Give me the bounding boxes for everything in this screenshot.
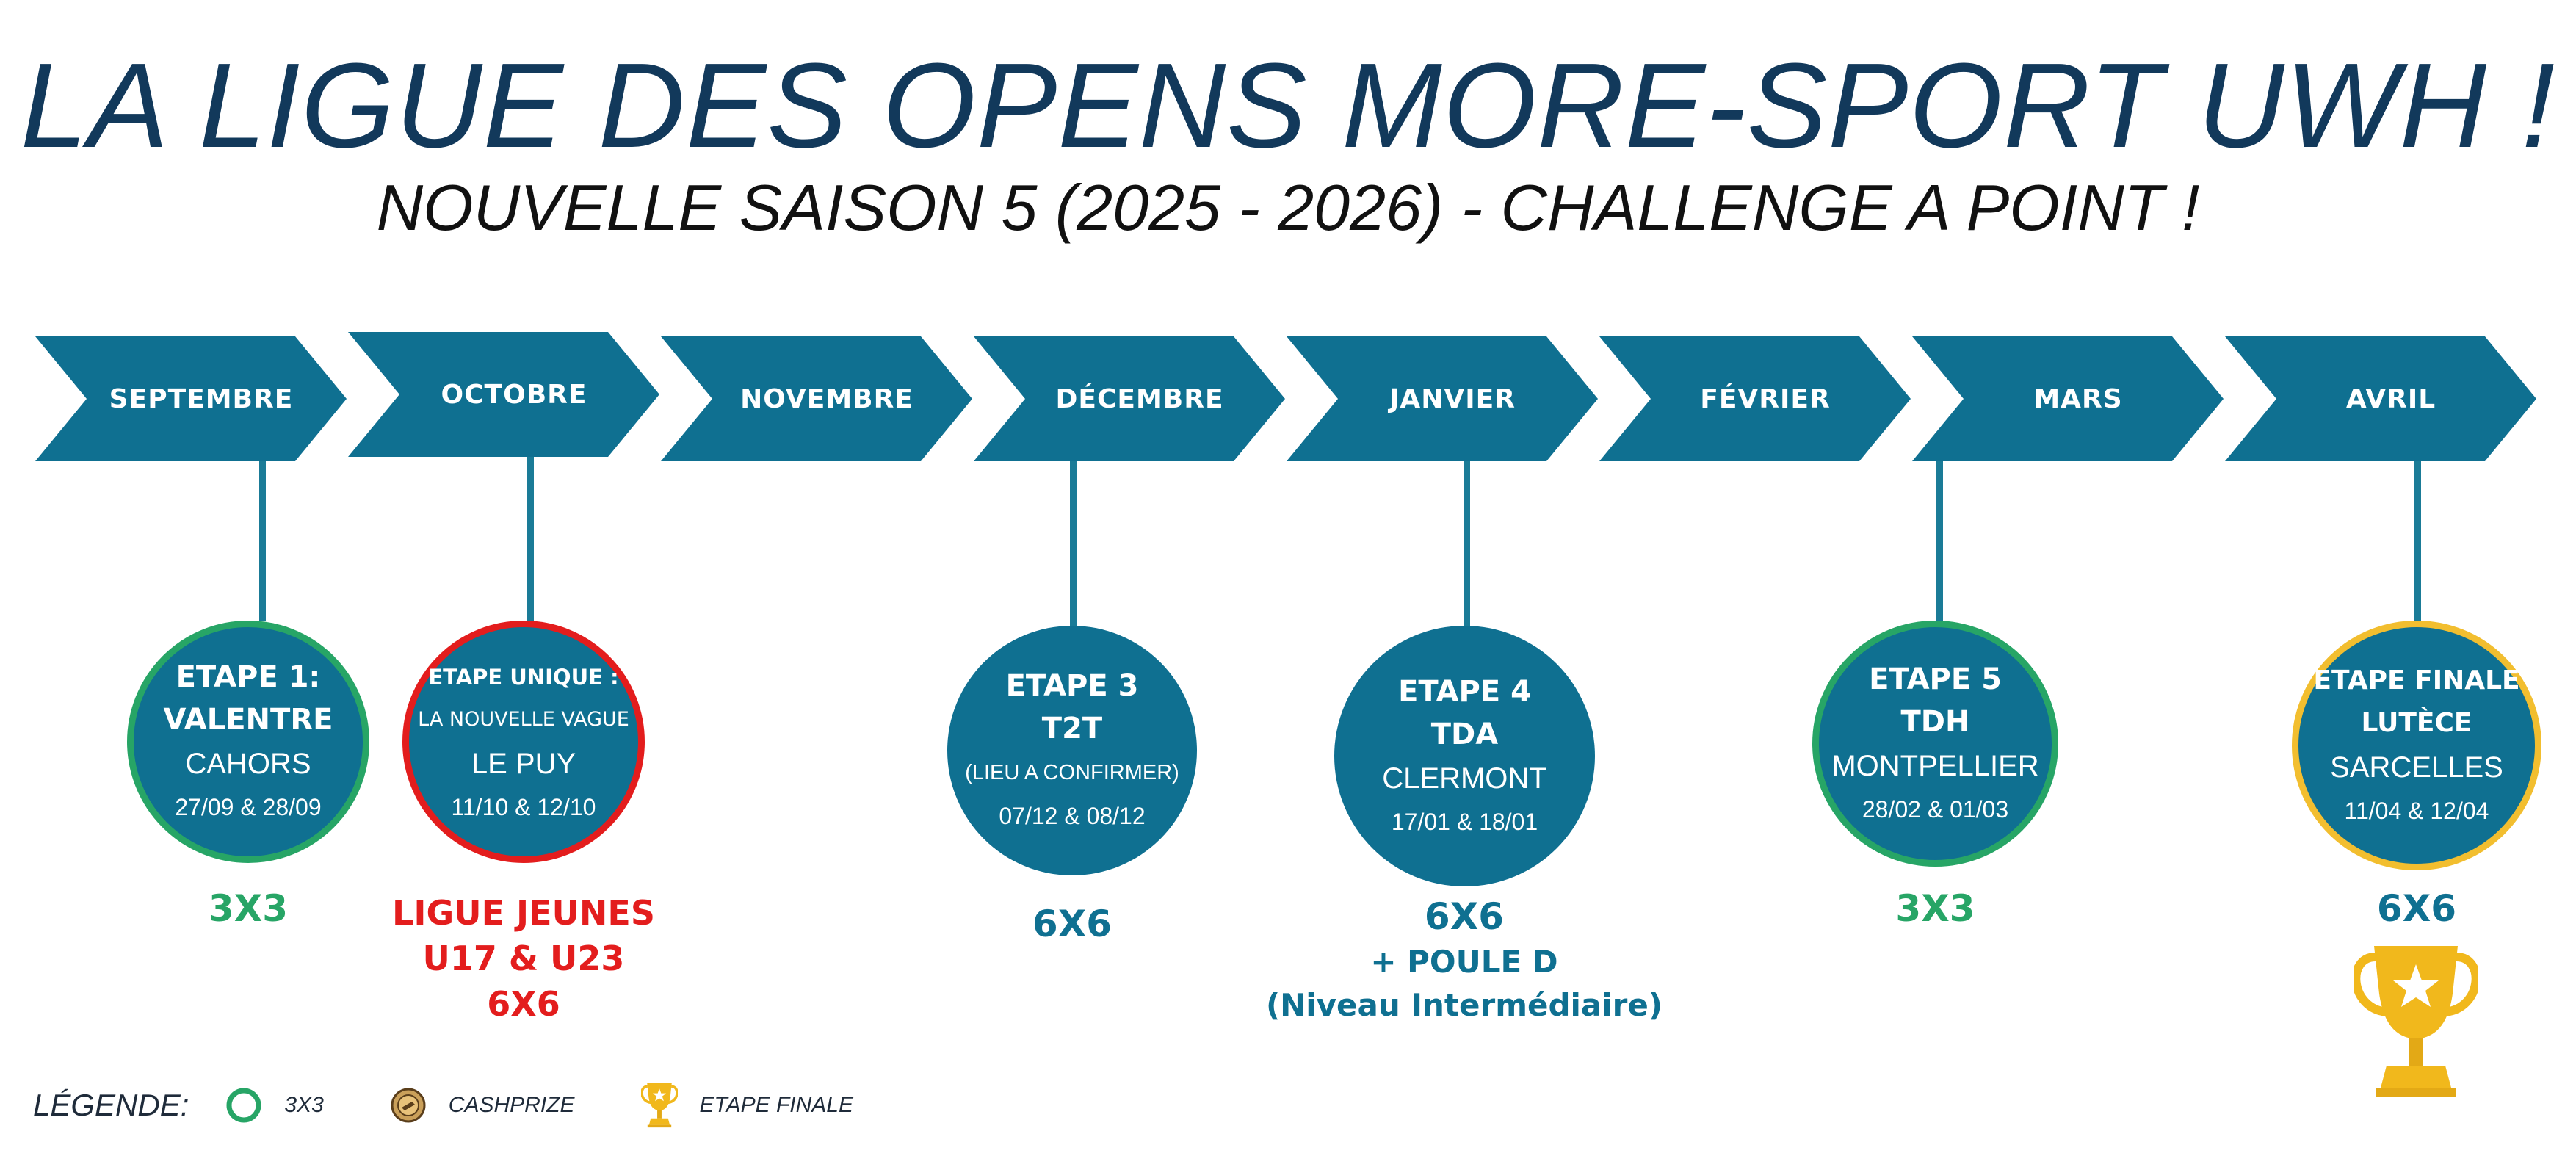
legend-label: 3X3	[284, 1093, 324, 1117]
month-chevron-novembre: NOVEMBRE	[661, 336, 978, 461]
connector-line	[1936, 461, 1943, 621]
etape-3-format: 6X6	[947, 900, 1197, 947]
format-line: 6X6	[1032, 903, 1112, 945]
month-label: FÉVRIER	[1700, 383, 1831, 414]
month-chevron-janvier: JANVIER	[1287, 336, 1604, 461]
etape-dates: 11/04 & 12/04	[2344, 798, 2489, 824]
month-label: DÉCEMBRE	[1055, 383, 1224, 414]
connector-line	[1464, 461, 1470, 626]
etape-dates: 11/10 & 12/10	[451, 794, 596, 820]
etape-dates: 07/12 & 08/12	[999, 803, 1146, 829]
etape-name: TDA	[1430, 717, 1499, 751]
coin-icon	[390, 1087, 427, 1124]
etape-unique-format: LIGUE JEUNES U17 & U23 6X6	[366, 890, 681, 1027]
etape-city: LE PUY	[471, 748, 576, 780]
etape-name: LUTÈCE	[2361, 708, 2472, 738]
connector-line	[259, 461, 266, 621]
etape-5-circle: ETAPE 5 TDH MONTPELLIER 28/02 & 01/03	[1812, 621, 2058, 867]
month-label: SEPTEMBRE	[109, 383, 294, 414]
etape-4-circle: ETAPE 4 TDA CLERMONT 17/01 & 18/01	[1334, 626, 1595, 886]
etape-3-circle: ETAPE 3 T2T (LIEU A CONFIRMER) 07/12 & 0…	[947, 626, 1197, 875]
legend: LÉGENDE: 3X3 CASHPRIZE ETAPE FINALE	[33, 1080, 919, 1131]
page-title: LA LIGUE DES OPENS MORE-SPORT UWH !	[20, 38, 2556, 173]
legend-label: ETAPE FINALE	[699, 1093, 854, 1117]
etape-4-format: 6X6 + POULE D (Niveau Intermédiaire)	[1244, 893, 1685, 1027]
etape-dates: 28/02 & 01/03	[1862, 795, 2009, 823]
month-label: OCTOBRE	[441, 379, 587, 410]
month-label: AVRIL	[2345, 383, 2436, 414]
month-chevron-septembre: SEPTEMBRE	[35, 336, 352, 461]
etape-title: ETAPE 1:	[176, 660, 321, 694]
etape-unique-circle: ETAPE UNIQUE : LA NOUVELLE VAGUE LE PUY …	[402, 621, 645, 863]
etape-name: TDH	[1900, 704, 1970, 739]
etape-1-format: 3X3	[127, 885, 369, 932]
month-chevron-octobre: OCTOBRE	[348, 332, 665, 457]
format-line: 3X3	[1895, 887, 1975, 930]
connector-line	[527, 457, 534, 621]
etape-city: SARCELLES	[2330, 751, 2503, 784]
format-line: 6X6	[487, 984, 560, 1024]
etape-city: MONTPELLIER	[1831, 749, 2039, 782]
etape-title: ETAPE 3	[1005, 669, 1139, 703]
month-label: NOVEMBRE	[740, 383, 913, 414]
format-line: 3X3	[208, 887, 289, 930]
etape-name: T2T	[1041, 712, 1103, 745]
page-subtitle: NOUVELLE SAISON 5 (2025 - 2026) - CHALLE…	[376, 171, 2200, 244]
etape-title: ETAPE UNIQUE :	[428, 665, 619, 690]
month-chevron-fevrier: FÉVRIER	[1599, 336, 1917, 461]
etape-1-circle: ETAPE 1: VALENTRE CAHORS 27/09 & 28/09	[127, 621, 369, 863]
connector-line	[2414, 461, 2421, 621]
etape-city: CLERMONT	[1382, 762, 1547, 795]
trophy-icon	[640, 1081, 679, 1130]
month-chevron-decembre: DÉCEMBRE	[974, 336, 1291, 461]
month-chevron-avril: AVRIL	[2225, 336, 2542, 461]
etape-finale-circle: ETAPE FINALE LUTÈCE SARCELLES 11/04 & 12…	[2292, 621, 2541, 870]
etape-title: ETAPE FINALE	[2313, 665, 2520, 696]
month-label: JANVIER	[1389, 383, 1516, 414]
format-line: 6X6	[2376, 887, 2457, 930]
etape-dates: 17/01 & 18/01	[1391, 808, 1538, 835]
legend-title: LÉGENDE:	[33, 1088, 189, 1122]
format-line: U17 & U23	[422, 939, 625, 978]
etape-name: VALENTRE	[163, 703, 333, 737]
trophy-icon	[2351, 942, 2481, 1100]
legend-label: CASHPRIZE	[448, 1093, 575, 1117]
etape-city: CAHORS	[185, 748, 311, 780]
format-line: + POULE D	[1370, 944, 1558, 980]
etape-title: ETAPE 4	[1398, 674, 1531, 709]
format-line: LIGUE JEUNES	[392, 893, 655, 933]
format-line: (Niveau Intermédiaire)	[1265, 987, 1663, 1023]
etape-title: ETAPE 5	[1869, 662, 2002, 696]
etape-5-format: 3X3	[1812, 885, 2058, 932]
etape-name: LA NOUVELLE VAGUE	[418, 708, 629, 731]
connector-line	[1070, 461, 1077, 626]
month-label: MARS	[2033, 383, 2123, 414]
month-chevron-mars: MARS	[1912, 336, 2229, 461]
etape-dates: 27/09 & 28/09	[175, 794, 322, 820]
etape-finale-format: 6X6	[2292, 885, 2541, 932]
etape-city: (LIEU A CONFIRMER)	[965, 761, 1179, 784]
format-line: 6X6	[1424, 895, 1505, 938]
green-ring-icon	[225, 1087, 262, 1124]
